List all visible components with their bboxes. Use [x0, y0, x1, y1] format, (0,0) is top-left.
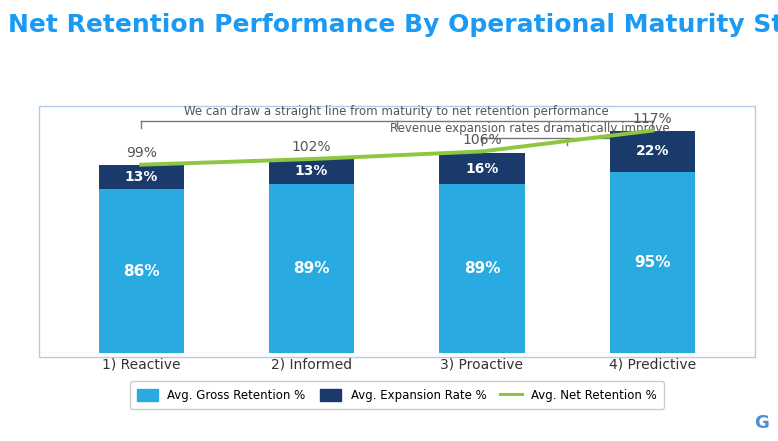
Text: 89%: 89%: [293, 261, 330, 276]
Bar: [269, 159, 354, 184]
Text: 89%: 89%: [464, 261, 500, 276]
Text: 13%: 13%: [124, 170, 158, 184]
Legend: Avg. Gross Retention %, Avg. Expansion Rate %, Avg. Net Retention %: Avg. Gross Retention %, Avg. Expansion R…: [130, 381, 664, 409]
Text: 117%: 117%: [633, 112, 672, 126]
Text: 99%: 99%: [126, 146, 156, 160]
Bar: [440, 153, 524, 184]
Text: 102%: 102%: [292, 140, 331, 154]
Text: 95%: 95%: [634, 255, 671, 270]
Text: G: G: [754, 414, 769, 432]
Bar: [610, 131, 695, 172]
Bar: [440, 184, 524, 353]
Text: 16%: 16%: [465, 161, 499, 176]
Bar: [269, 184, 354, 353]
Text: Net Retention Performance By Operational Maturity Stage: Net Retention Performance By Operational…: [8, 13, 778, 37]
Text: 86%: 86%: [123, 264, 159, 279]
Text: 106%: 106%: [462, 133, 502, 147]
Text: 13%: 13%: [295, 164, 328, 178]
Bar: [99, 165, 184, 190]
Text: Revenue expansion rates dramatically improve: Revenue expansion rates dramatically imp…: [390, 122, 669, 135]
Text: 22%: 22%: [636, 145, 669, 158]
Bar: [610, 172, 695, 353]
Bar: [99, 190, 184, 353]
Text: We can draw a straight line from maturity to net retention performance: We can draw a straight line from maturit…: [184, 105, 609, 118]
